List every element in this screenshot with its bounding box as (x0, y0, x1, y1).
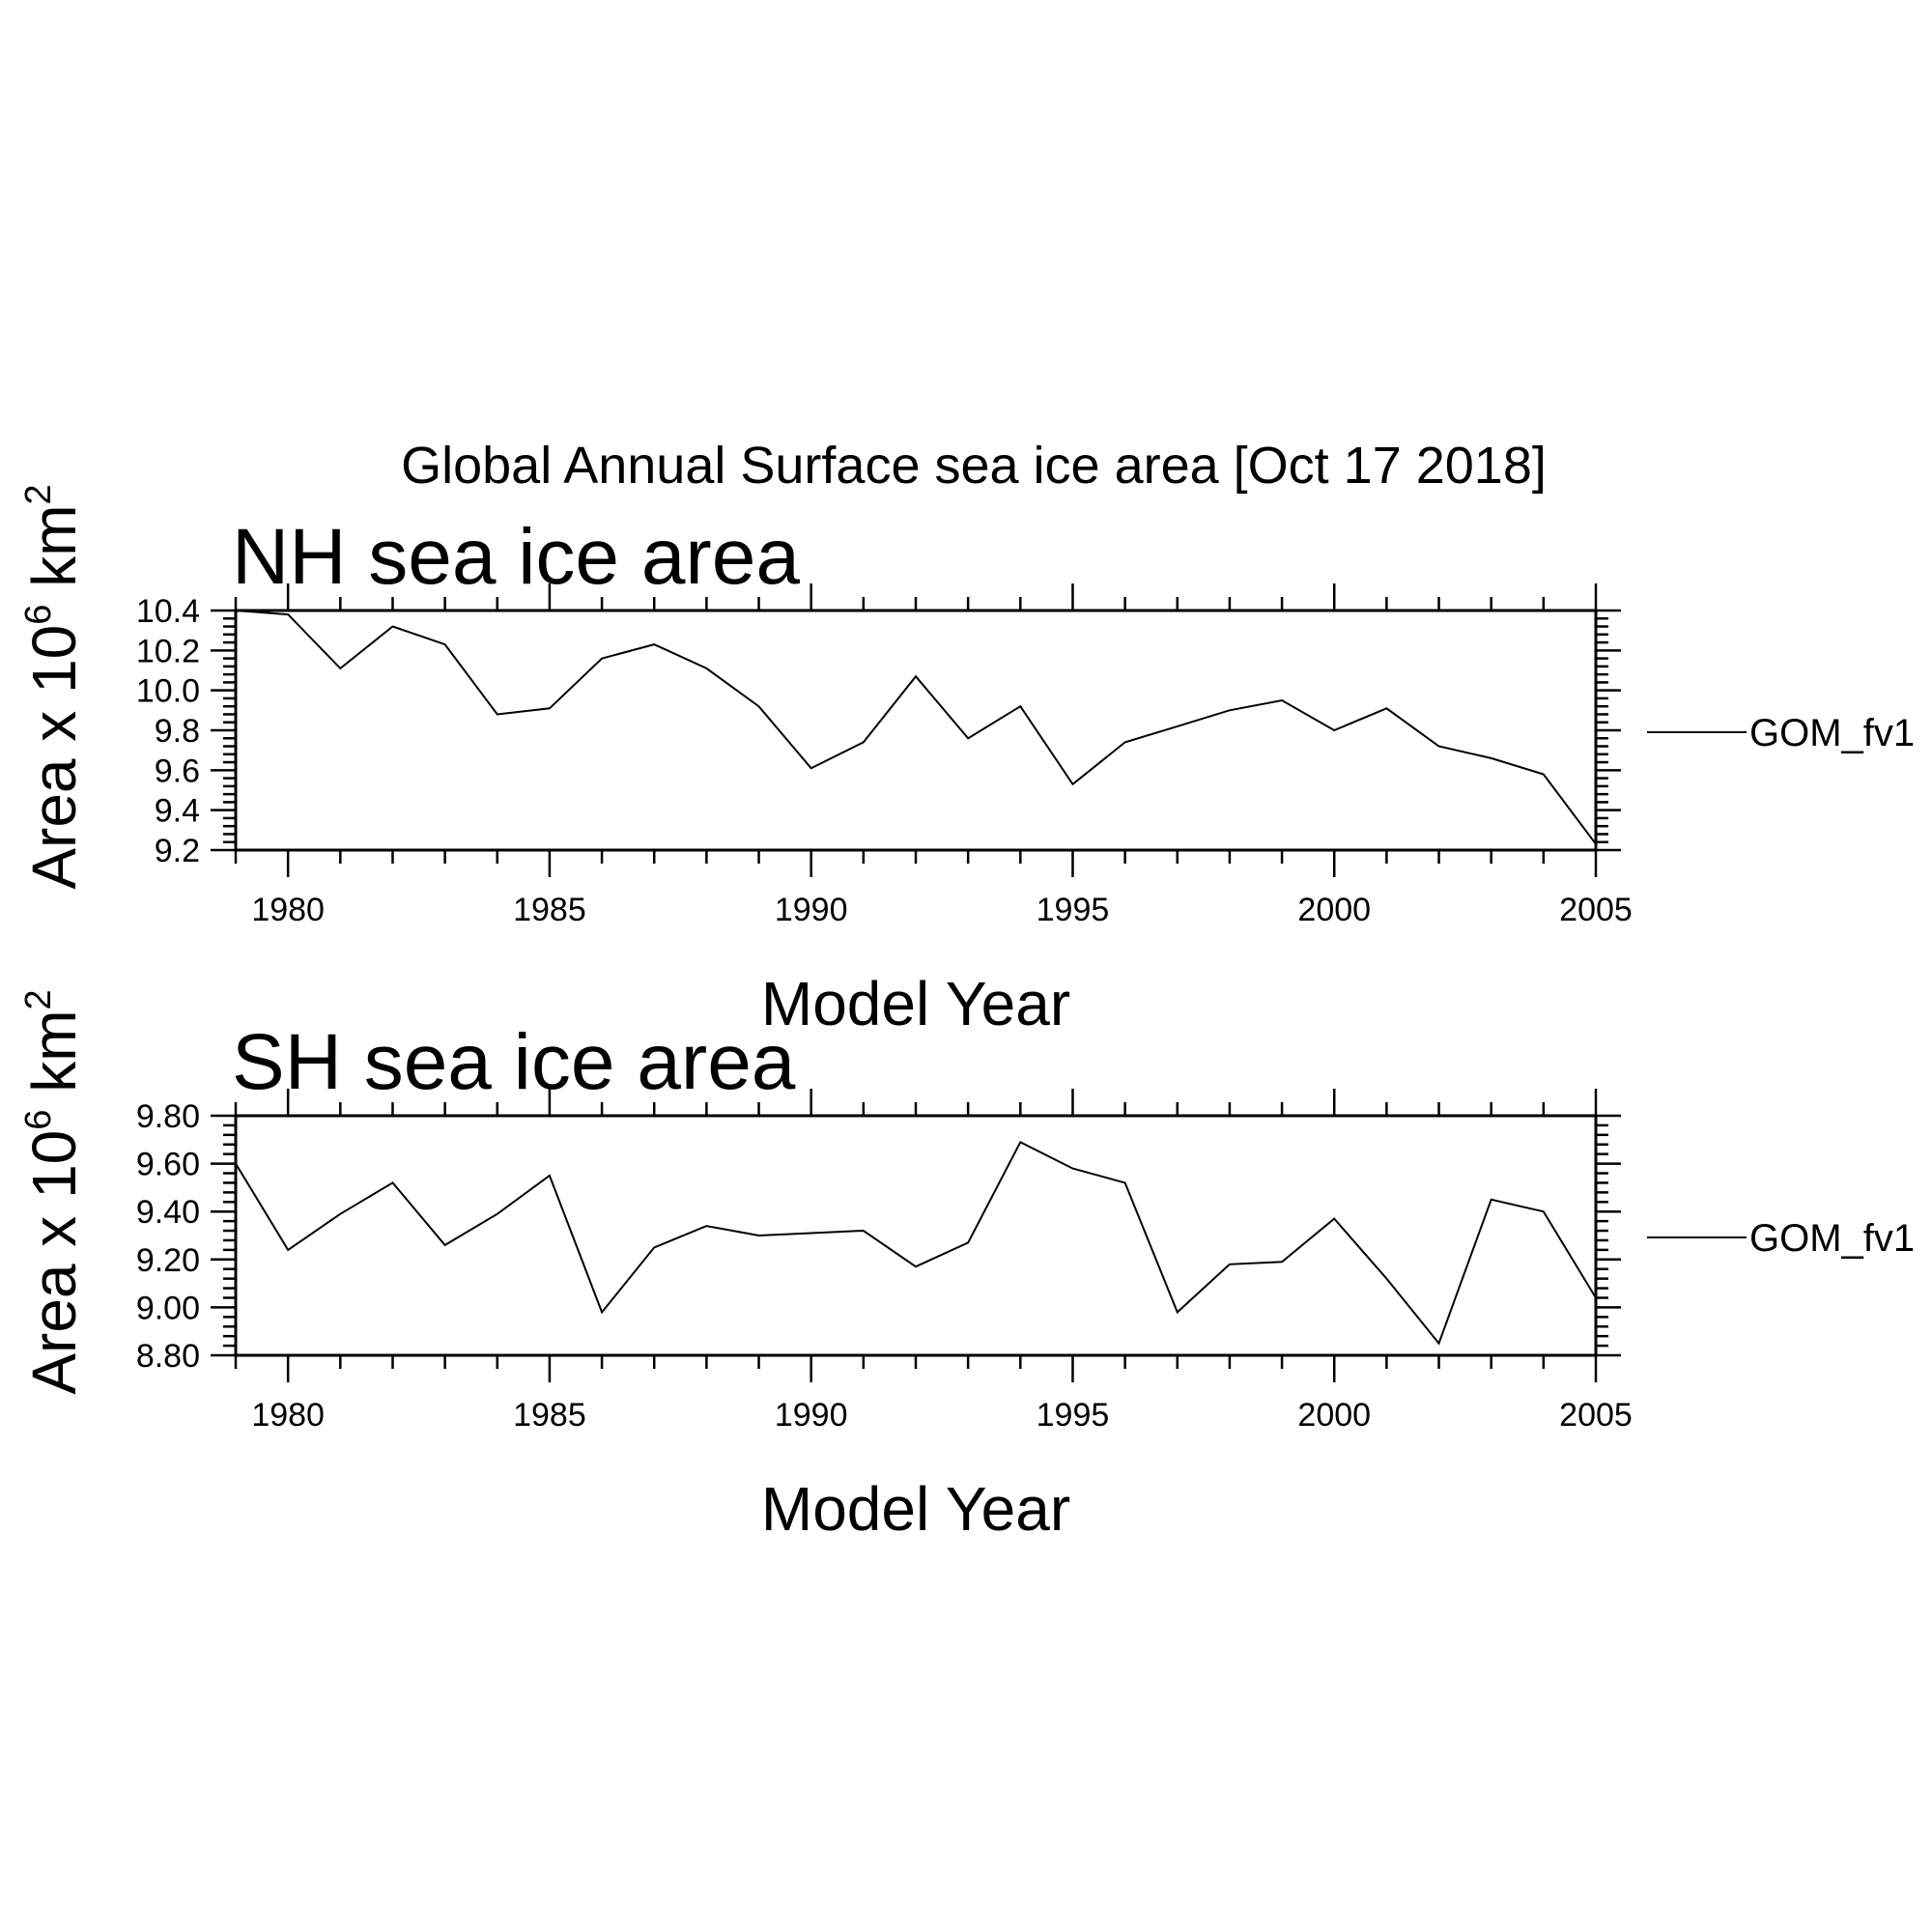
sh-y-tick-label: 9.80 (136, 1098, 200, 1135)
sh-x-tick-label: 2005 (1559, 1397, 1633, 1434)
nh-x-tick-label: 1985 (513, 892, 586, 928)
nh-y-axis-label: Area x 106 km2 (18, 484, 89, 889)
sh-legend-label: GOM_fv1 (1749, 1217, 1915, 1260)
nh-y-ticks: 9.29.4 9.69.810.0 10.210.4 (136, 593, 1621, 869)
sh-panel-title: SH sea ice area (232, 1018, 796, 1106)
nh-x-tick-label: 1990 (775, 892, 848, 928)
sh-y-axis-label-ylabel-main: Area x 10 (19, 1130, 89, 1395)
nh-x-tick-label: 1980 (251, 892, 325, 928)
nh-y-tick-label: 9.8 (155, 713, 200, 750)
sh-x-axis-label: Model Year (761, 1474, 1070, 1544)
sh-x-ticks: 1980 1985 1990 1995 2000 2005 (234, 1089, 1633, 1434)
nh-panel-title: NH sea ice area (232, 513, 800, 601)
sh-y-tick-label: 9.20 (136, 1242, 200, 1279)
sh-y-tick-label: 9.00 (136, 1290, 200, 1326)
nh-y-axis-label-ylabel-main: Area x 10 (19, 625, 89, 890)
sh-plot-frame (234, 1114, 1598, 1357)
nh-legend-label: GOM_fv1 (1749, 712, 1915, 754)
nh-legend: GOM_fv1 (1647, 712, 1915, 754)
sh-y-tick-label: 8.80 (136, 1338, 200, 1375)
sh-x-tick-label: 1990 (775, 1397, 848, 1434)
nh-y-tick-label: 10.0 (136, 673, 200, 710)
chart-panels: NH sea ice area 1980 1985 1990 1995 2000 2005 9… (18, 484, 1915, 1544)
nh-x-tick-label: 2005 (1559, 892, 1633, 928)
sh-chart: SH sea ice area 1980 1985 1990 1995 2000 2005 8… (18, 989, 1915, 1544)
sh-x-tick-label: 1995 (1037, 1397, 1110, 1434)
sh-x-tick-label: 1980 (251, 1397, 325, 1434)
nh-plot-frame (234, 609, 1598, 852)
nh-x-ticks: 1980 1985 1990 1995 2000 2005 (234, 583, 1633, 928)
nh-x-axis-label: Model Year (761, 969, 1070, 1038)
sh-y-axis-label-ylabel-unit-sup: 2 (18, 989, 59, 1009)
nh-y-tick-label: 10.2 (136, 633, 200, 669)
nh-y-axis-label-ylabel-unit-sup: 2 (18, 484, 59, 504)
main-title: Global Annual Surface sea ice area [Oct … (401, 437, 1547, 495)
sh-y-tick-label: 9.60 (136, 1147, 200, 1183)
sh-x-tick-label: 2000 (1297, 1397, 1371, 1434)
nh-chart: NH sea ice area 1980 1985 1990 1995 2000 2005 9… (18, 484, 1915, 1038)
nh-y-tick-label: 10.4 (136, 593, 200, 630)
nh-y-tick-label: 9.4 (155, 793, 200, 830)
sh-y-axis-label-ylabel-sup: 6 (18, 1110, 59, 1130)
sh-y-tick-label: 9.40 (136, 1194, 200, 1231)
nh-x-tick-label: 1995 (1037, 892, 1110, 928)
nh-y-tick-label: 9.2 (155, 833, 200, 869)
sh-y-axis-label-ylabel-unit: km (19, 1009, 89, 1109)
nh-series-line-gom-fv1 (235, 610, 1597, 845)
nh-y-axis-label-ylabel-sup: 6 (18, 605, 59, 625)
nh-y-axis-label-ylabel-unit: km (19, 504, 89, 604)
sh-x-tick-label: 1985 (513, 1397, 586, 1434)
nh-y-tick-label: 9.6 (155, 753, 200, 789)
sh-y-ticks: 8.80 9.00 9.20 9.40 9.60 9.80 (136, 1098, 1621, 1375)
sh-series-line-gom-fv1 (235, 1140, 1597, 1346)
nh-x-tick-label: 2000 (1297, 892, 1371, 928)
sh-y-axis-label: Area x 106 km2 (18, 989, 89, 1394)
sh-legend: GOM_fv1 (1647, 1217, 1915, 1260)
